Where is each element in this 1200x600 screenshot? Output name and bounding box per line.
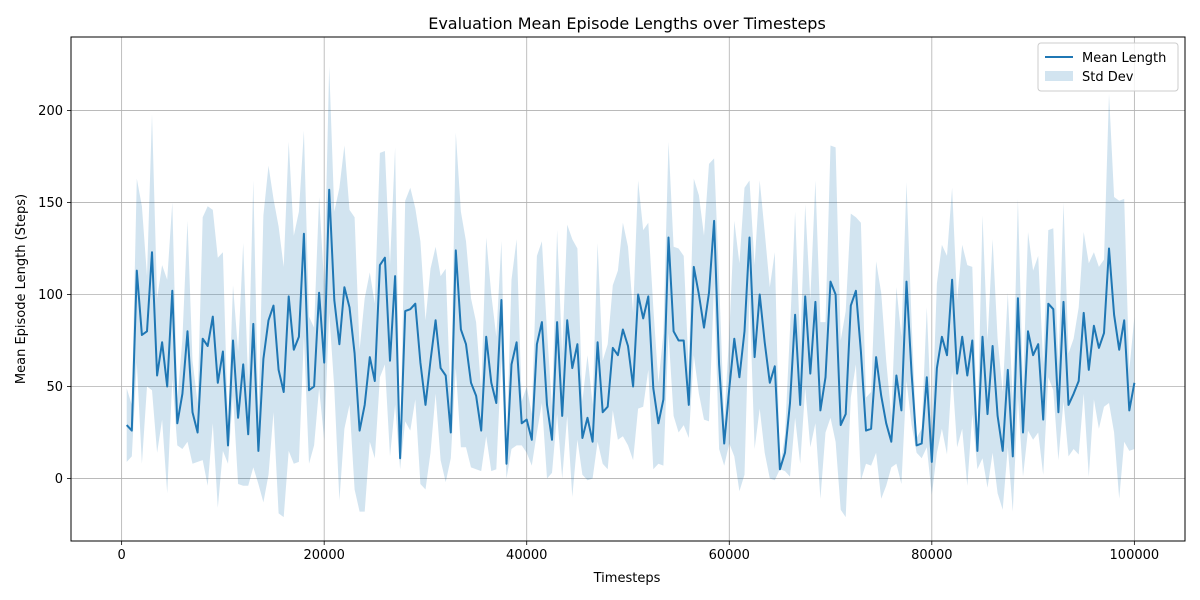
plot-frame xyxy=(70,36,1186,542)
x-tick-label: 0 xyxy=(117,548,125,563)
x-axis-ticks: 0 20000 40000 60000 80000 100000 xyxy=(117,541,1159,563)
chart-title: Evaluation Mean Episode Lengths over Tim… xyxy=(428,14,826,33)
y-axis-ticks: 0 50 100 150 200 xyxy=(38,104,71,487)
y-tick-label: 100 xyxy=(38,288,63,303)
mean-length-line xyxy=(125,188,1136,471)
x-tick-label: 20000 xyxy=(304,548,345,563)
x-tick-label: 40000 xyxy=(506,548,547,563)
y-axis-label: Mean Episode Length (Steps) xyxy=(14,194,29,384)
mean-length-series xyxy=(125,188,1136,471)
legend: Mean Length Std Dev xyxy=(1037,42,1179,92)
x-tick-label: 100000 xyxy=(1110,548,1160,563)
y-tick-label: 50 xyxy=(46,380,63,395)
y-tick-label: 150 xyxy=(38,196,63,211)
legend-band-swatch xyxy=(1045,71,1073,81)
y-tick-label: 200 xyxy=(38,104,63,119)
legend-box xyxy=(1037,42,1179,92)
x-tick-label: 60000 xyxy=(709,548,750,563)
y-tick-label: 0 xyxy=(55,472,63,487)
x-tick-label: 80000 xyxy=(911,548,952,563)
x-axis-label: Timesteps xyxy=(593,571,661,586)
legend-label-std-dev: Std Dev xyxy=(1082,70,1134,85)
legend-label-mean-length: Mean Length xyxy=(1082,51,1166,66)
